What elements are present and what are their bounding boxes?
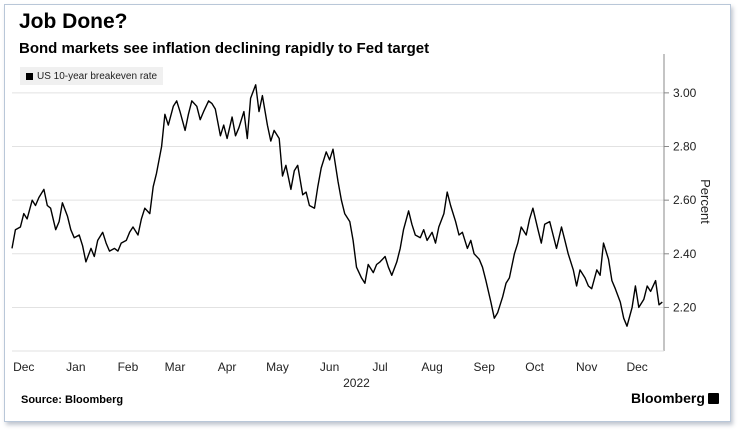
y-tick-label-1: 2.40 [673, 247, 697, 261]
brand-box-icon [707, 392, 719, 404]
source-note: Source: Bloomberg [21, 394, 123, 406]
y-tick-label-3: 2.80 [673, 140, 697, 154]
legend: US 10-year breakeven rate [20, 67, 164, 85]
brand-logo: Bloomberg [631, 390, 719, 406]
chart-subtitle: Bond markets see inflation declining rap… [19, 40, 430, 57]
source-label: Source: [21, 394, 62, 406]
y-tick-label-2: 2.60 [673, 193, 697, 207]
chart-frame: Job Done? Bond markets see inflation dec… [4, 4, 731, 422]
source-name: Bloomberg [65, 394, 124, 406]
y-axis-title: Percent [698, 179, 713, 224]
x-tick-label-0: Dec [13, 360, 34, 374]
y-tick-label-4: 3.00 [673, 86, 697, 100]
x-tick-label-12: Dec [626, 360, 647, 374]
x-tick-label-6: Jun [320, 360, 339, 374]
x-tick-label-4: Apr [218, 360, 237, 374]
x-year-label: 2022 [343, 376, 370, 390]
x-tick-label-7: Jul [372, 360, 387, 374]
legend-swatch [26, 72, 33, 80]
legend-label: US 10-year breakeven rate [37, 70, 158, 82]
y-tick-label-0: 2.20 [673, 300, 697, 314]
x-tick-label-2: Feb [118, 360, 139, 374]
series-line-0 [11, 84, 663, 327]
x-tick-label-11: Nov [576, 360, 597, 374]
x-tick-label-9: Sep [474, 360, 496, 374]
x-tick-label-8: Aug [421, 360, 442, 374]
x-tick-label-1: Jan [66, 360, 85, 374]
x-tick-label-3: Mar [165, 360, 186, 374]
brand-name: Bloomberg [631, 390, 705, 406]
x-tick-label-10: Oct [525, 360, 544, 374]
x-tick-label-5: May [266, 360, 289, 374]
chart-title: Job Done? [19, 10, 128, 33]
